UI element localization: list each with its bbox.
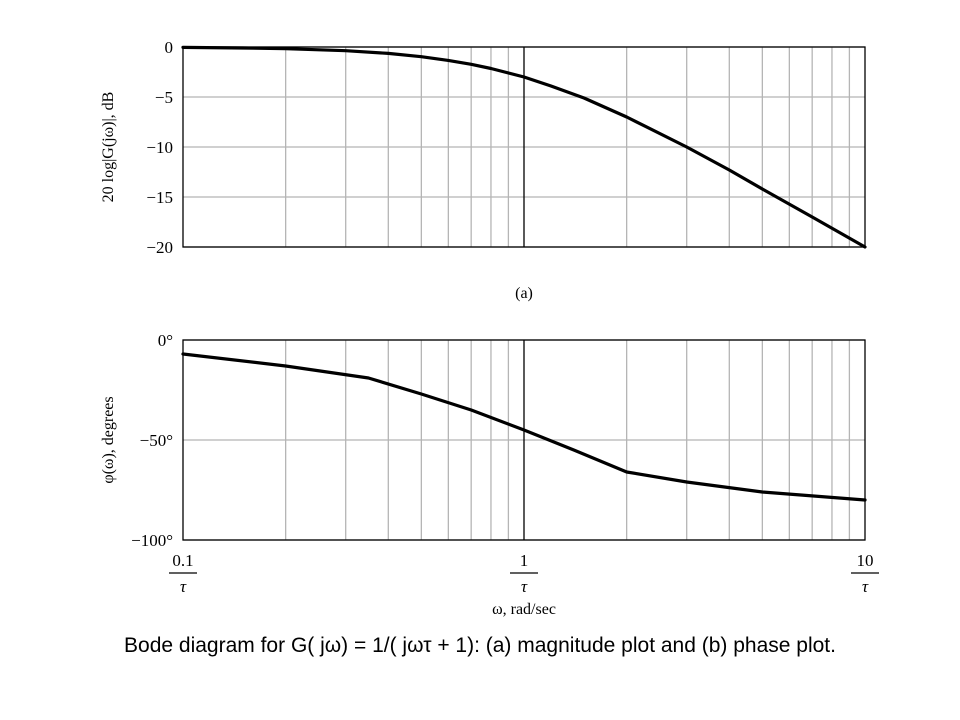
magnitude-panel-label: (a) [515, 285, 533, 302]
x-tick-denominator: τ [180, 577, 187, 596]
magnitude-y-axis-label: 20 log|G(jω)|, dB [100, 92, 117, 203]
phase-curve [181, 352, 867, 502]
x-tick-label: 0.1 τ [169, 551, 197, 596]
magnitude-y-tick-label: −5 [155, 88, 173, 107]
magnitude-y-ticks: 0 −5 −10 −15 −20 [146, 38, 173, 257]
magnitude-y-tick-label: −20 [146, 238, 173, 257]
x-tick-label: 10 τ [851, 551, 879, 596]
frequency-axis-label: ω, rad/sec [492, 601, 556, 618]
x-tick-numerator: 0.1 [172, 551, 193, 570]
phase-y-axis-label: φ(ω), degrees [100, 396, 117, 483]
magnitude-plot: 0 −5 −10 −15 −20 20 log|G(jω)|, dB (a) [100, 38, 867, 302]
magnitude-y-tick-label: 0 [165, 38, 174, 57]
phase-y-tick-label: −50° [140, 431, 173, 450]
x-tick-denominator: τ [521, 577, 528, 596]
phase-y-tick-label: 0° [158, 331, 173, 350]
x-tick-numerator: 10 [857, 551, 874, 570]
phase-y-ticks: 0° −50° −100° [131, 331, 173, 550]
magnitude-y-tick-label: −15 [146, 188, 173, 207]
x-tick-label: 1τ [510, 551, 538, 596]
x-tick-numerator: 1 [520, 551, 529, 570]
magnitude-y-tick-label: −10 [146, 138, 173, 157]
phase-y-tick-label: −100° [131, 531, 173, 550]
magnitude-curve [181, 45, 867, 249]
figure-caption: Bode diagram for G( jω) = 1/( jωτ + 1): … [124, 634, 836, 657]
x-tick-denominator: τ [862, 577, 869, 596]
